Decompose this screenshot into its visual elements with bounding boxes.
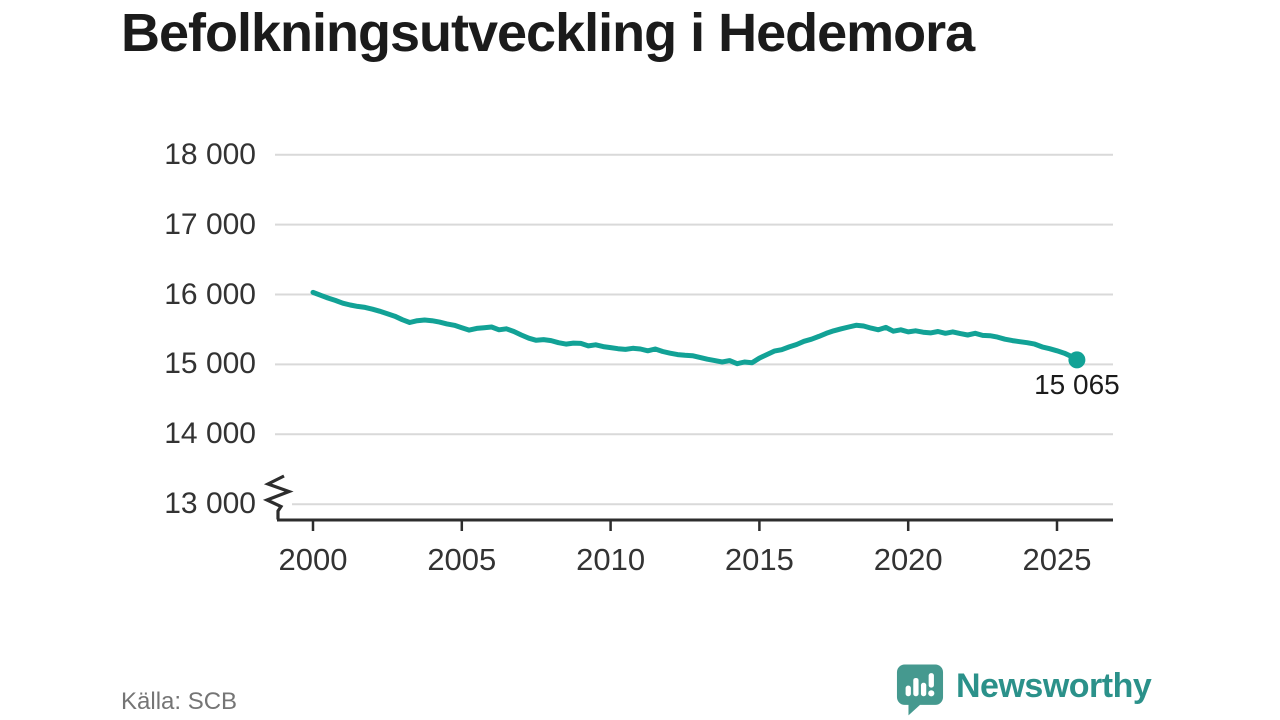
source-label: Källa: SCB xyxy=(121,688,238,715)
newsworthy-wordmark: Newsworthy xyxy=(956,667,1152,705)
x-axis-tick-label: 2025 xyxy=(1022,542,1092,577)
y-axis-tick-label: 17 000 xyxy=(164,207,256,241)
last-point-marker xyxy=(1068,351,1086,369)
last-value-label: 15 065 xyxy=(1034,368,1120,400)
x-axis-tick-label: 2010 xyxy=(576,542,646,577)
y-axis-tick-label: 18 000 xyxy=(164,137,256,171)
y-axis-tick-label: 15 000 xyxy=(164,347,256,381)
x-axis-tick-label: 2005 xyxy=(427,542,497,577)
x-axis-tick-label: 2020 xyxy=(873,542,943,577)
newsworthy-bar-chart-speech-bubble-icon xyxy=(896,664,944,716)
y-axis-break-icon xyxy=(262,474,294,520)
y-axis-tick-label: 16 000 xyxy=(164,277,256,311)
newsworthy-logo: Newsworthy xyxy=(896,663,1152,716)
y-axis-tick-label: 13 000 xyxy=(164,487,256,521)
x-axis-tick-label: 2015 xyxy=(724,542,794,577)
population-line-series xyxy=(310,289,1080,367)
page-title: Befolkningsutveckling i Hedemora xyxy=(121,3,975,63)
y-axis-tick-label: 14 000 xyxy=(164,417,256,451)
x-axis-tick-label: 2000 xyxy=(278,542,348,577)
